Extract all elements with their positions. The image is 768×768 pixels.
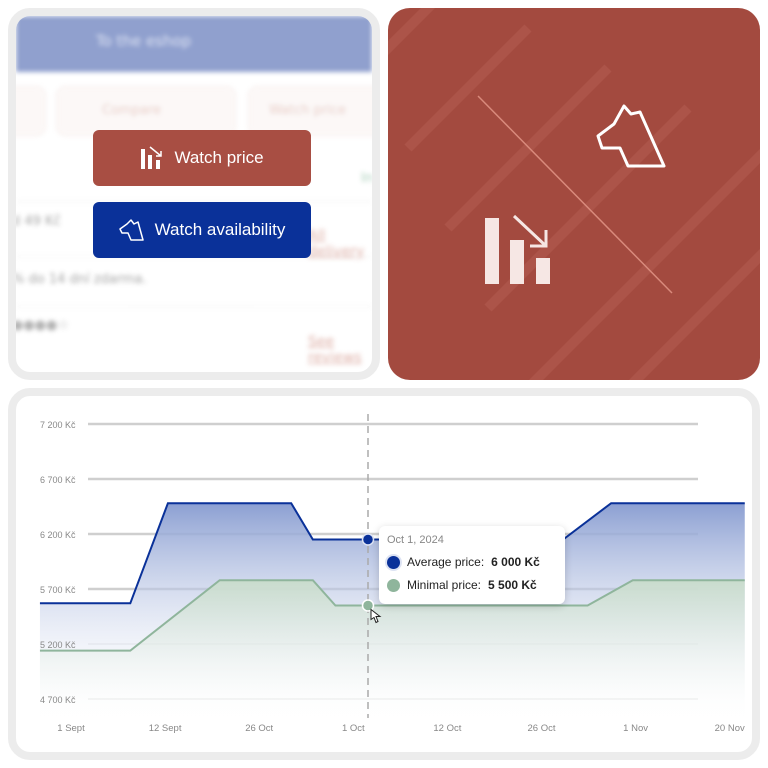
minimal-legend-dot: [387, 578, 400, 592]
y-tick-label: 5 700 Kč: [40, 585, 76, 595]
hover-point: [361, 533, 375, 546]
price-drop-chart-icon: [141, 146, 163, 169]
x-tick-label: 1 Nov: [623, 723, 648, 734]
x-tick-label: 1 Sept: [57, 723, 85, 734]
rating-stars: ●●●●☆: [12, 318, 70, 333]
series-area: [39, 580, 745, 721]
series-line: [39, 502, 745, 605]
hover-point: [361, 599, 375, 612]
watch-availability-button[interactable]: Watch availability: [93, 202, 311, 258]
y-tick-label: 6 200 Kč: [40, 530, 76, 540]
dog-icon: [118, 219, 144, 241]
see-reviews-link[interactable]: See reviews: [308, 334, 362, 366]
x-tick-label: 20 Nov: [715, 723, 745, 734]
average-legend-dot: [387, 555, 400, 569]
x-tick-label: 26 Oct: [528, 723, 556, 734]
y-tick-label: 7 200 Kč: [40, 420, 76, 430]
blurred-background: To the eshop Compare Watch price In d 49…: [16, 16, 372, 372]
watch-price-bg-button[interactable]: Watch price: [248, 86, 372, 136]
pattern-background: [388, 8, 760, 380]
product-card-panel: To the eshop Compare Watch price In d 49…: [8, 8, 380, 380]
chart-tooltip: Oct 1, 2024 Average price: 6 000 Kč Minim…: [379, 526, 565, 604]
x-tick-label: 12 Sept: [149, 723, 182, 734]
watch-price-button[interactable]: Watch price: [93, 130, 311, 186]
y-tick-label: 6 700 Kč: [40, 475, 76, 485]
series-line: [39, 579, 745, 652]
x-tick-label: 12 Oct: [433, 723, 461, 734]
x-tick-label: 1 Oct: [342, 723, 365, 734]
promo-panel: [388, 8, 760, 380]
y-tick-label: 4 700 Kč: [40, 695, 76, 705]
dog-icon: [596, 104, 666, 168]
hand-cursor-icon: [370, 608, 382, 624]
to-eshop-button[interactable]: To the eshop: [16, 16, 372, 72]
compare-button[interactable]: Compare: [56, 86, 236, 136]
x-tick-label: 26 Oct: [245, 723, 273, 734]
y-tick-label: 5 200 Kč: [40, 640, 76, 650]
tooltip-date: Oct 1, 2024: [387, 534, 444, 546]
price-history-chart-panel: 7 200 Kč 6 700 Kč 6 200 Kč 5 700 Kč 5 200 Kč…: [8, 388, 760, 760]
price-drop-chart-icon: [485, 214, 550, 284]
